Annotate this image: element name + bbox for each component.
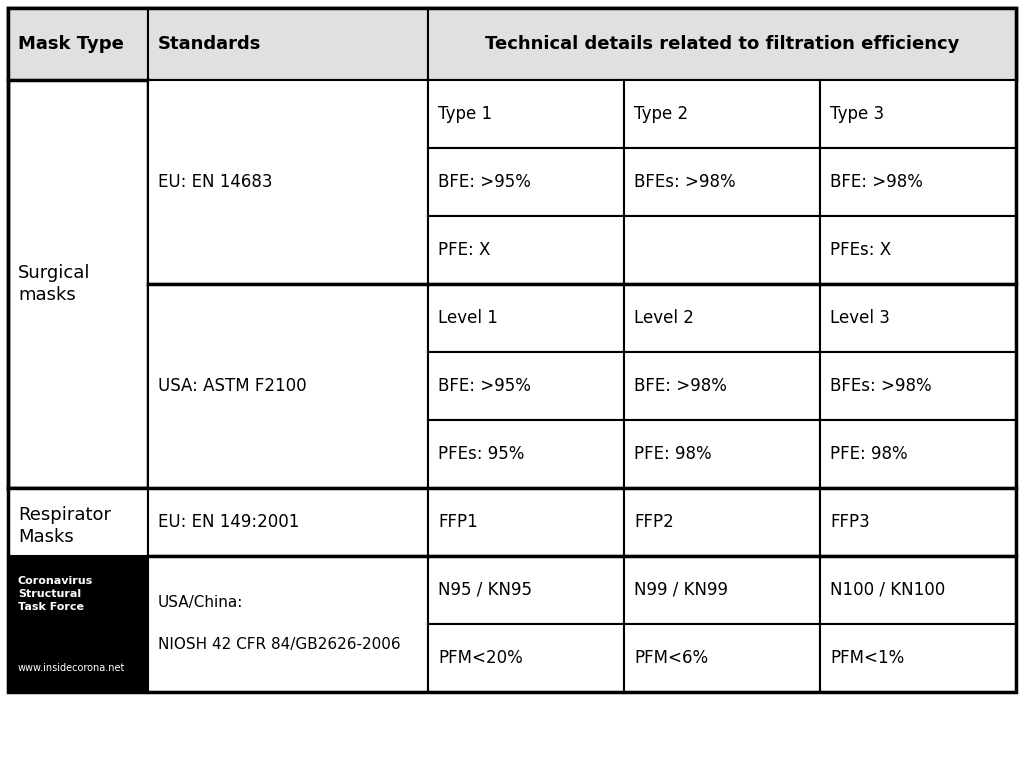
Text: Standards: Standards — [158, 35, 261, 53]
Bar — [624, 148, 820, 216]
Bar — [624, 284, 820, 352]
Text: PFEs: 95%: PFEs: 95% — [438, 445, 524, 463]
Bar — [820, 148, 1016, 216]
Bar — [624, 624, 820, 692]
Text: EU: EN 149:2001: EU: EN 149:2001 — [158, 513, 299, 531]
Text: Type 3: Type 3 — [830, 105, 884, 123]
Bar — [820, 80, 1016, 148]
Text: Level 2: Level 2 — [634, 309, 694, 327]
Bar — [428, 624, 624, 692]
Bar — [624, 556, 820, 624]
Text: FFP2: FFP2 — [634, 513, 674, 531]
Text: Respirator
Masks: Respirator Masks — [18, 506, 111, 546]
Bar — [624, 488, 820, 556]
Bar — [428, 284, 624, 352]
Text: BFEs: >98%: BFEs: >98% — [634, 173, 735, 191]
Bar — [8, 80, 148, 488]
Text: PFE: 98%: PFE: 98% — [634, 445, 712, 463]
Text: Type 2: Type 2 — [634, 105, 688, 123]
Text: N100 / KN100: N100 / KN100 — [830, 581, 945, 599]
Bar — [820, 624, 1016, 692]
Text: BFE: >98%: BFE: >98% — [634, 377, 727, 395]
Bar — [8, 556, 148, 692]
Text: BFE: >98%: BFE: >98% — [830, 173, 923, 191]
Bar — [820, 352, 1016, 420]
Bar — [428, 80, 624, 148]
Bar — [820, 420, 1016, 488]
Text: PFM<6%: PFM<6% — [634, 649, 709, 667]
Text: BFEs: >98%: BFEs: >98% — [830, 377, 932, 395]
Text: PFE: 98%: PFE: 98% — [830, 445, 907, 463]
Bar — [148, 488, 428, 556]
Bar — [8, 8, 1016, 692]
Bar — [820, 556, 1016, 624]
Bar — [820, 216, 1016, 284]
Bar — [8, 8, 1016, 80]
Bar — [428, 556, 624, 624]
Text: Surgical
masks: Surgical masks — [18, 264, 90, 304]
Text: BFE: >95%: BFE: >95% — [438, 377, 530, 395]
Text: PFM<20%: PFM<20% — [438, 649, 522, 667]
Bar — [428, 420, 624, 488]
Bar — [624, 352, 820, 420]
Text: Type 1: Type 1 — [438, 105, 493, 123]
Bar — [428, 148, 624, 216]
Text: N99 / KN99: N99 / KN99 — [634, 581, 728, 599]
Text: BFE: >95%: BFE: >95% — [438, 173, 530, 191]
Text: USA: ASTM F2100: USA: ASTM F2100 — [158, 377, 306, 395]
Bar — [820, 284, 1016, 352]
Text: Level 3: Level 3 — [830, 309, 890, 327]
Text: Coronavirus
Structural
Task Force: Coronavirus Structural Task Force — [18, 576, 93, 612]
Text: FFP3: FFP3 — [830, 513, 869, 531]
Text: www.insidecorona.net: www.insidecorona.net — [18, 663, 125, 673]
Bar — [624, 216, 820, 284]
Bar — [624, 420, 820, 488]
Text: PFE: X: PFE: X — [438, 241, 490, 259]
Bar — [428, 8, 1016, 80]
Bar — [428, 352, 624, 420]
Text: PFM<1%: PFM<1% — [830, 649, 904, 667]
Bar — [148, 8, 428, 80]
Bar — [428, 216, 624, 284]
Text: FFP1: FFP1 — [438, 513, 478, 531]
Bar — [8, 8, 148, 80]
Bar — [820, 488, 1016, 556]
Bar — [148, 284, 428, 488]
Bar — [148, 556, 428, 692]
Bar — [148, 80, 428, 284]
Text: Technical details related to filtration efficiency: Technical details related to filtration … — [484, 35, 959, 53]
Text: EU: EN 14683: EU: EN 14683 — [158, 173, 272, 191]
Text: PFEs: X: PFEs: X — [830, 241, 891, 259]
Text: N95 / KN95: N95 / KN95 — [438, 581, 532, 599]
Text: Level 1: Level 1 — [438, 309, 498, 327]
Bar — [8, 488, 148, 692]
Bar — [624, 80, 820, 148]
Text: Mask Type: Mask Type — [18, 35, 124, 53]
Bar — [428, 488, 624, 556]
Text: USA/China:

NIOSH 42 CFR 84/GB2626-2006: USA/China: NIOSH 42 CFR 84/GB2626-2006 — [158, 595, 400, 653]
